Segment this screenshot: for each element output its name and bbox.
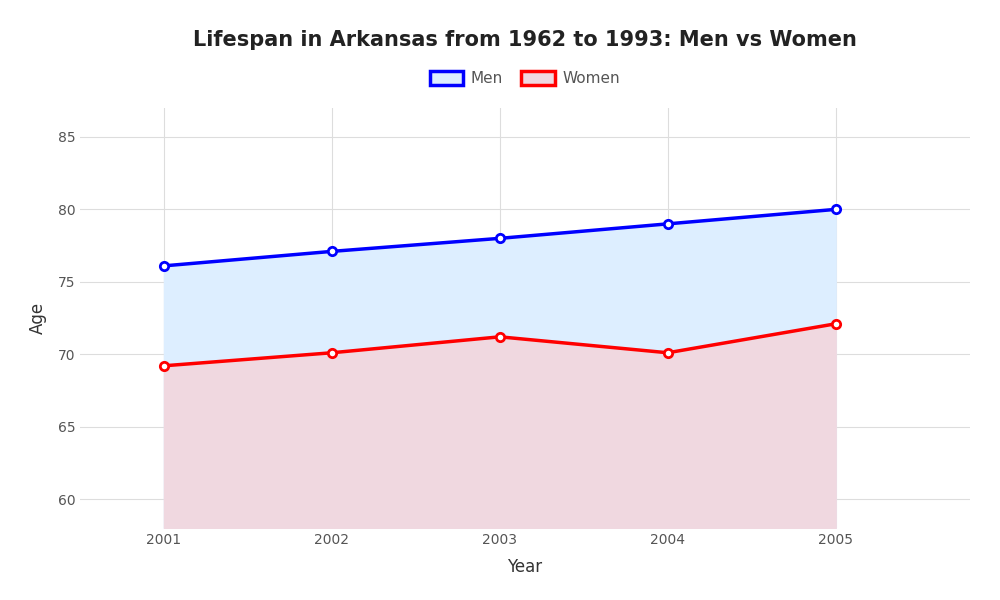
Legend: Men, Women: Men, Women <box>424 65 626 92</box>
Y-axis label: Age: Age <box>28 302 46 334</box>
Title: Lifespan in Arkansas from 1962 to 1993: Men vs Women: Lifespan in Arkansas from 1962 to 1993: … <box>193 29 857 49</box>
X-axis label: Year: Year <box>507 558 543 576</box>
